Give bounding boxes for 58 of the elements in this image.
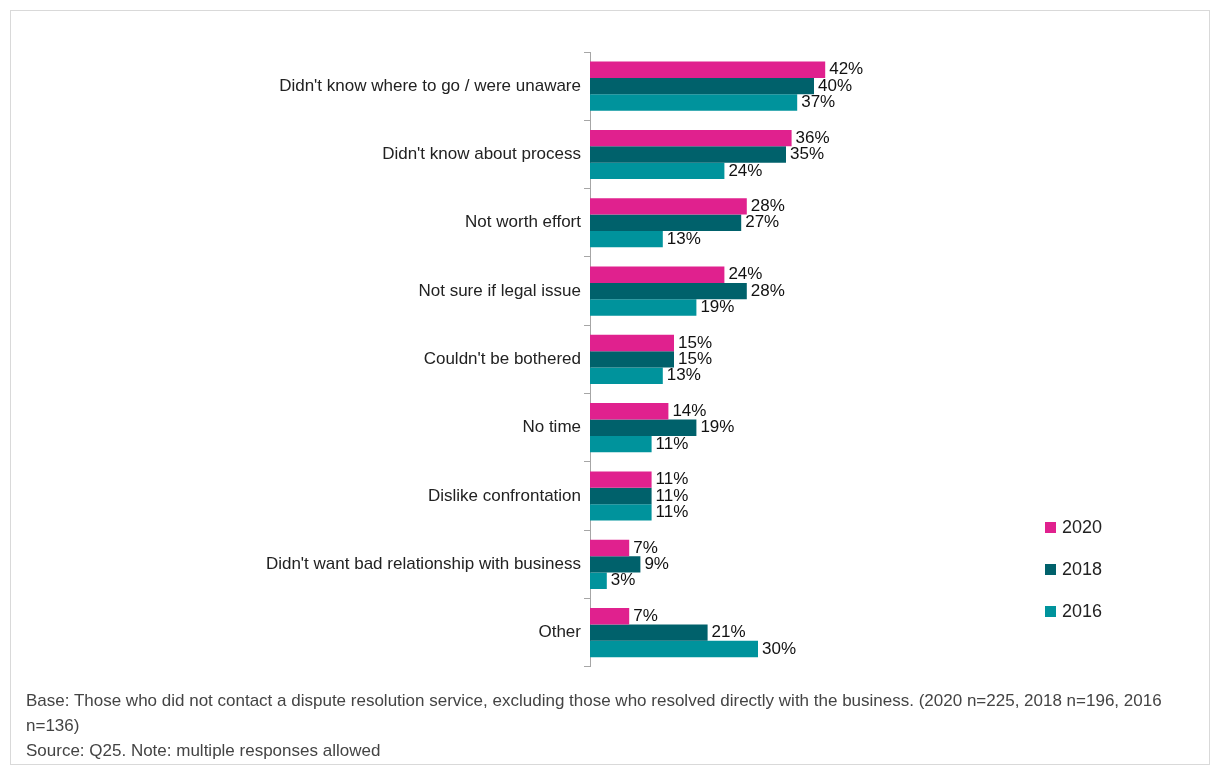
bar [590,282,747,300]
source-note: Source: Q25. Note: multiple responses allowed [26,740,382,762]
bar [590,94,798,111]
data-label: 30% [762,638,797,658]
legend-label: 2020 [1061,515,1103,539]
bar [590,419,697,436]
bar [590,608,630,625]
data-label: 3% [610,570,636,590]
bar [590,266,725,283]
y-tick-label: Not sure if legal issue [418,280,581,300]
bar [590,334,674,352]
bar [590,640,758,658]
text: Base: Those who did not contact a dispute resolution service, excluding those who resolved directly with the business. (2020 n=225, 2018 n=196, 2016 n=136) [26,690,1163,737]
bar [590,471,652,488]
bar [590,61,826,78]
data-label: 37% [801,92,836,112]
bar [590,487,652,505]
y-tick-label: Other [538,622,582,642]
bar [590,556,641,573]
bar [590,351,674,368]
bar [590,146,786,163]
data-label: 7% [633,605,658,625]
bar [590,504,652,521]
bar [590,198,747,215]
data-label: 9% [644,554,669,574]
data-label: 11% [655,502,689,522]
bar [590,299,697,316]
data-label: 35% [790,144,825,164]
bar [590,539,630,557]
data-label: 21% [711,622,746,642]
data-label: 19% [700,297,735,317]
data-label: 7% [633,537,658,557]
legend-label: 2018 [1061,557,1103,581]
bar [590,624,708,641]
data-label: 11% [655,433,689,453]
bar [590,77,814,95]
bar [590,162,725,180]
y-tick-label: Didn't want bad relationship with business [265,554,581,574]
y-tick-label: Didn't know where to go / were unaware [279,75,581,95]
legend-label: 2016 [1061,599,1103,623]
bar [590,129,792,147]
data-label: 24% [728,160,763,180]
bar [590,367,663,384]
y-tick-label: No time [522,417,581,437]
bar [590,230,663,248]
bar [590,572,607,589]
y-tick-label: Dislike confrontation [427,485,581,505]
data-label: 19% [700,417,735,437]
data-label: 15% [678,332,713,352]
data-label: 13% [666,228,701,248]
bar [590,435,652,453]
data-label: 14% [672,401,707,420]
bar [590,403,669,420]
y-tick-label: Not worth effort [465,212,582,232]
y-tick-label: Didn't know about process [382,144,581,164]
bar [590,214,742,231]
y-tick-label: Couldn't be bothered [423,349,581,369]
data-label: 36% [795,127,830,147]
